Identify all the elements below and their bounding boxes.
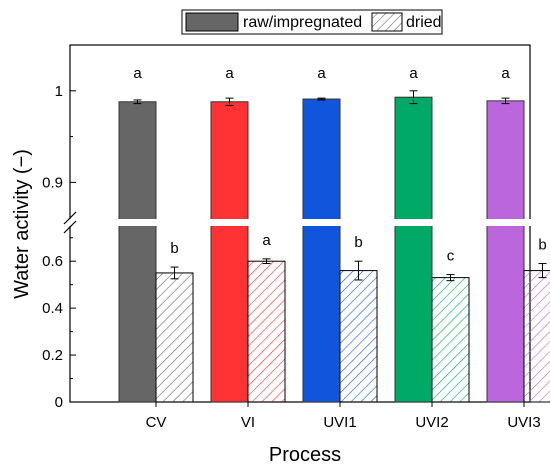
legend: raw/impregnated dried <box>181 9 443 35</box>
y-tick-label-1: 1 <box>55 83 63 100</box>
legend-swatch-raw <box>185 12 239 32</box>
significance-label-uvi2-dried: c <box>447 248 455 265</box>
bar-uvi3-dried <box>523 270 550 403</box>
axis-break-mark-bottom <box>63 220 77 234</box>
x-tick-label-cv: CV <box>146 414 167 431</box>
axis-break-mark-top <box>63 211 77 225</box>
y-tick-label-0: 0 <box>55 394 63 411</box>
y-tick-label-0.6: 0.6 <box>42 253 63 270</box>
ticks-layer: CV VI UVI1 UVI2 UVI3 0 0.2 0.4 0.6 0.9 1 <box>42 83 541 431</box>
x-axis-title: Process <box>269 444 341 466</box>
significance-label-uvi1-dried: b <box>354 234 362 251</box>
bar-uvi2-dried <box>431 277 470 403</box>
legend-label-raw: raw/impregnated <box>243 14 362 31</box>
x-tick-label-vi: VI <box>241 414 255 431</box>
significance-label-vi-dried: a <box>262 232 271 249</box>
x-tick-label-uvi1: UVI1 <box>323 414 356 431</box>
significance-label-uvi1-raw: a <box>317 65 326 82</box>
bar-uvi3-raw <box>486 100 525 403</box>
significance-label-uvi3-raw: a <box>501 65 510 82</box>
y-tick-label-0.4: 0.4 <box>42 300 63 317</box>
significance-label-cv-dried: b <box>170 240 178 257</box>
significance-label-uvi3-dried: b <box>538 237 546 254</box>
x-tick-label-uvi3: UVI3 <box>507 414 540 431</box>
bar-uvi2-raw <box>394 96 433 403</box>
bar-uvi1-raw <box>302 98 341 403</box>
legend-swatch-dried <box>371 12 403 32</box>
bar-vi-raw <box>210 101 249 403</box>
y-axis-title: Water activity (−) <box>11 149 33 299</box>
y-tick-label-0.9: 0.9 <box>42 174 63 191</box>
axis-break-gap <box>60 219 540 226</box>
significance-label-vi-raw: a <box>225 65 234 82</box>
y-tick-label-0.2: 0.2 <box>42 347 63 364</box>
bar-vi-dried <box>247 260 286 403</box>
bar-uvi1-dried <box>339 270 378 403</box>
bar-cv-dried <box>155 272 194 403</box>
significance-label-cv-raw: a <box>133 65 142 82</box>
bar-cv-raw <box>118 101 157 403</box>
x-tick-label-uvi2: UVI2 <box>415 414 448 431</box>
significance-label-uvi2-raw: a <box>409 65 418 82</box>
bars-layer: a b a a a b a c a b <box>118 65 550 403</box>
legend-label-dried: dried <box>406 14 442 31</box>
